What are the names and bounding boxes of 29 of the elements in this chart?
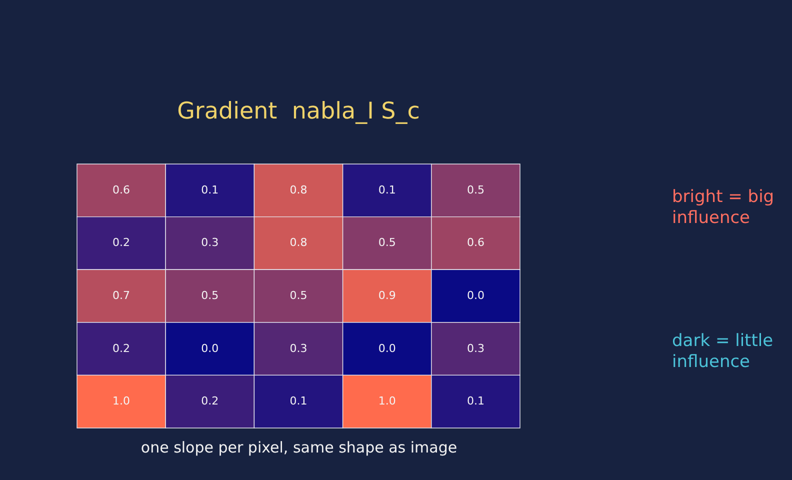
data-label: 0.5	[466, 183, 484, 196]
data-label: 0.8	[290, 236, 308, 250]
data-label: 0.5	[201, 289, 219, 302]
chart-title: Gradient nabla_I S_c	[177, 98, 420, 125]
data-label: 0.9	[378, 289, 396, 302]
data-label: 0.1	[201, 183, 219, 196]
x-axis-title: one slope per pixel, same shape as image	[140, 438, 458, 456]
data-label: 0.6	[466, 236, 484, 250]
data-label: 0.2	[112, 236, 130, 250]
data-label: 0.5	[378, 236, 396, 250]
data-label: 0.5	[290, 289, 308, 302]
text: bright = big influence	[672, 187, 776, 229]
data-label: 0.8	[290, 183, 308, 196]
data-label: 0.1	[290, 394, 308, 408]
data-label: 0.6	[112, 183, 130, 196]
data-label: 0.0	[201, 342, 219, 355]
text: dark = little influence	[672, 331, 774, 373]
data-label: 0.3	[466, 342, 484, 355]
data-label: 1.0	[112, 394, 130, 408]
data-label: 0.3	[290, 342, 308, 355]
data-label: 0.1	[378, 183, 396, 196]
data-label: 0.0	[466, 289, 484, 302]
data-label: 0.7	[112, 289, 130, 302]
data-label: 0.0	[378, 342, 396, 355]
data-label: 0.3	[201, 236, 219, 250]
data-label: 0.1	[466, 394, 484, 408]
data-label: 0.2	[112, 342, 130, 355]
data-label: 0.2	[201, 394, 219, 408]
data-label: 1.0	[378, 394, 396, 408]
